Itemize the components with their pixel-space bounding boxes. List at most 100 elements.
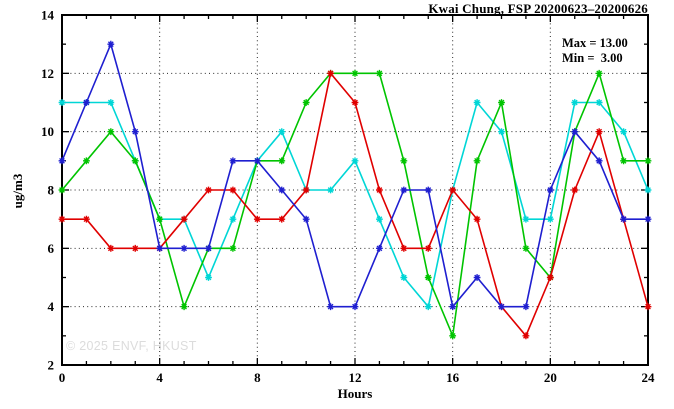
data-point-marker (58, 99, 66, 106)
data-point-marker (327, 303, 334, 311)
data-point-marker (449, 332, 457, 340)
series-red-markers (58, 69, 652, 340)
data-point-marker (351, 69, 359, 77)
data-point-marker (180, 215, 188, 223)
data-point-marker (376, 244, 383, 252)
data-point-marker (595, 99, 603, 106)
data-point-marker (449, 303, 457, 311)
data-point-marker (131, 128, 139, 136)
data-point-marker (180, 303, 188, 311)
data-point-marker (107, 99, 115, 106)
data-point-marker (58, 215, 66, 223)
data-point-marker (473, 215, 481, 223)
series-blue (58, 40, 652, 311)
data-point-marker (83, 157, 90, 165)
data-point-marker (595, 157, 603, 165)
data-point-marker (522, 332, 530, 340)
data-point-marker (571, 186, 579, 194)
data-point-marker (180, 244, 188, 252)
data-point-marker (253, 215, 261, 223)
data-point-marker (620, 157, 627, 165)
data-point-marker (546, 186, 554, 194)
max-stat: Max = 13.00 (562, 36, 628, 50)
data-point-marker (522, 244, 530, 252)
data-point-marker (498, 128, 505, 136)
data-point-marker (620, 215, 627, 223)
data-point-marker (83, 99, 90, 106)
data-point-marker (351, 99, 359, 106)
data-point-marker (400, 157, 408, 165)
y-tick-label: 10 (41, 124, 54, 139)
data-point-marker (327, 186, 334, 194)
data-point-marker (107, 128, 115, 136)
data-point-marker (278, 215, 286, 223)
data-point-marker (400, 244, 408, 252)
chart-title: Kwai Chung, FSP 20200623–20200626 (428, 1, 648, 16)
y-tick-label: 8 (48, 183, 55, 198)
data-point-marker (205, 274, 212, 281)
data-point-marker (424, 274, 432, 281)
y-tick-label: 2 (48, 358, 55, 373)
data-point-marker (156, 215, 164, 223)
data-point-marker (644, 186, 652, 194)
data-point-marker (424, 303, 432, 311)
data-point-marker (302, 215, 310, 223)
data-point-marker (571, 99, 579, 106)
data-point-marker (302, 99, 310, 106)
x-axis-label: Hours (337, 386, 373, 401)
data-point-marker (205, 186, 212, 194)
data-point-marker (156, 244, 164, 252)
gridlines (62, 15, 648, 365)
y-tick-label: 6 (48, 241, 55, 256)
data-point-marker (644, 303, 652, 311)
data-point-marker (449, 186, 457, 194)
data-point-marker (278, 128, 286, 136)
data-point-marker (595, 69, 603, 77)
watermark: © 2025 ENVF, HKUST (66, 339, 197, 353)
data-point-marker (205, 244, 212, 252)
data-point-marker (546, 274, 554, 281)
data-point-marker (400, 274, 408, 281)
data-point-marker (131, 244, 139, 252)
data-point-marker (229, 186, 237, 194)
x-tick-label: 20 (544, 370, 557, 385)
data-point-marker (595, 128, 603, 136)
x-tick-label: 8 (254, 370, 261, 385)
data-point-marker (278, 186, 286, 194)
data-point-marker (376, 69, 383, 77)
data-point-marker (351, 157, 359, 165)
data-point-marker (376, 215, 383, 223)
y-tick-label: 14 (41, 8, 55, 23)
data-point-marker (107, 40, 115, 48)
min-stat: Min = 3.00 (562, 51, 623, 65)
data-point-marker (58, 186, 66, 194)
data-point-marker (83, 215, 90, 223)
data-point-marker (620, 128, 627, 136)
data-point-marker (424, 244, 432, 252)
data-point-marker (376, 186, 383, 194)
data-point-marker (229, 215, 237, 223)
data-point-marker (571, 128, 579, 136)
data-point-marker (498, 99, 505, 106)
plot-border (61, 14, 649, 366)
series-blue-markers (58, 40, 652, 311)
data-point-marker (473, 157, 481, 165)
data-point-marker (498, 303, 505, 311)
data-point-marker (107, 244, 115, 252)
x-tick-label: 12 (349, 370, 362, 385)
data-point-marker (473, 274, 481, 281)
y-tick-label: 4 (48, 299, 55, 314)
data-point-marker (229, 244, 237, 252)
data-point-marker (546, 215, 554, 223)
x-tick-label: 0 (59, 370, 66, 385)
x-tick-label: 16 (446, 370, 460, 385)
data-point-marker (400, 186, 408, 194)
data-point-marker (58, 157, 66, 165)
data-point-marker (253, 157, 261, 165)
x-tick-label: 24 (642, 370, 656, 385)
x-tick-label: 4 (156, 370, 163, 385)
data-point-marker (131, 157, 139, 165)
